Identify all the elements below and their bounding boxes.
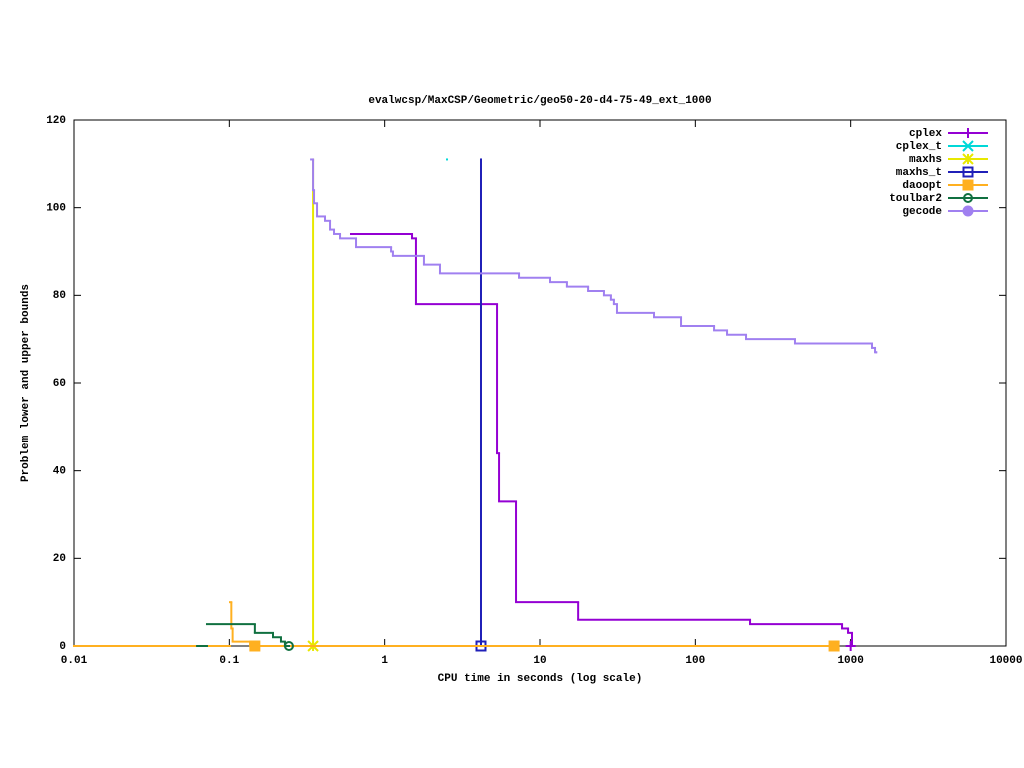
x-tick-label: 0.01 <box>61 655 88 667</box>
legend-marker <box>963 193 973 203</box>
legend-marker <box>962 166 974 178</box>
legend-marker <box>962 140 974 152</box>
legend-label: maxhs_t <box>896 167 942 179</box>
x-tick-label: 100 <box>685 655 705 667</box>
y-tick-label: 120 <box>46 115 66 127</box>
marker <box>845 641 856 651</box>
legend-marker <box>962 179 974 191</box>
legend-marker <box>962 205 974 217</box>
y-axis-label: Problem lower and upper bounds <box>20 284 32 482</box>
x-tick-label: 10000 <box>989 655 1022 667</box>
y-tick-label: 0 <box>59 641 66 653</box>
y-tick-label: 100 <box>46 203 66 215</box>
x-tick-label: 1 <box>381 655 388 667</box>
plot-frame <box>73 119 1007 647</box>
legend-label: gecode <box>902 206 942 218</box>
y-tick-label: 60 <box>53 378 66 390</box>
legend-label: cplex_t <box>896 141 942 153</box>
marker <box>283 641 294 651</box>
y-tick-label: 80 <box>53 290 66 302</box>
x-axis-label: CPU time in seconds (log scale) <box>438 673 643 685</box>
x-tick-label: 1000 <box>837 655 863 667</box>
marker <box>828 640 840 652</box>
legend-marker <box>963 128 973 138</box>
chart-title: evalwcsp/MaxCSP/Geometric/geo50-20-d4-75… <box>368 95 711 107</box>
legend-label: daoopt <box>902 180 942 192</box>
legend-marker <box>962 153 974 165</box>
x-tick-label: 10 <box>533 655 546 667</box>
y-tick-label: 20 <box>53 553 66 565</box>
marker <box>249 640 261 652</box>
x-tick-label: 0.1 <box>219 655 239 667</box>
legend-label: cplex <box>909 128 942 140</box>
legend-label: toulbar2 <box>889 193 942 205</box>
legend-label: maxhs <box>909 154 942 166</box>
y-tick-label: 40 <box>53 466 66 478</box>
